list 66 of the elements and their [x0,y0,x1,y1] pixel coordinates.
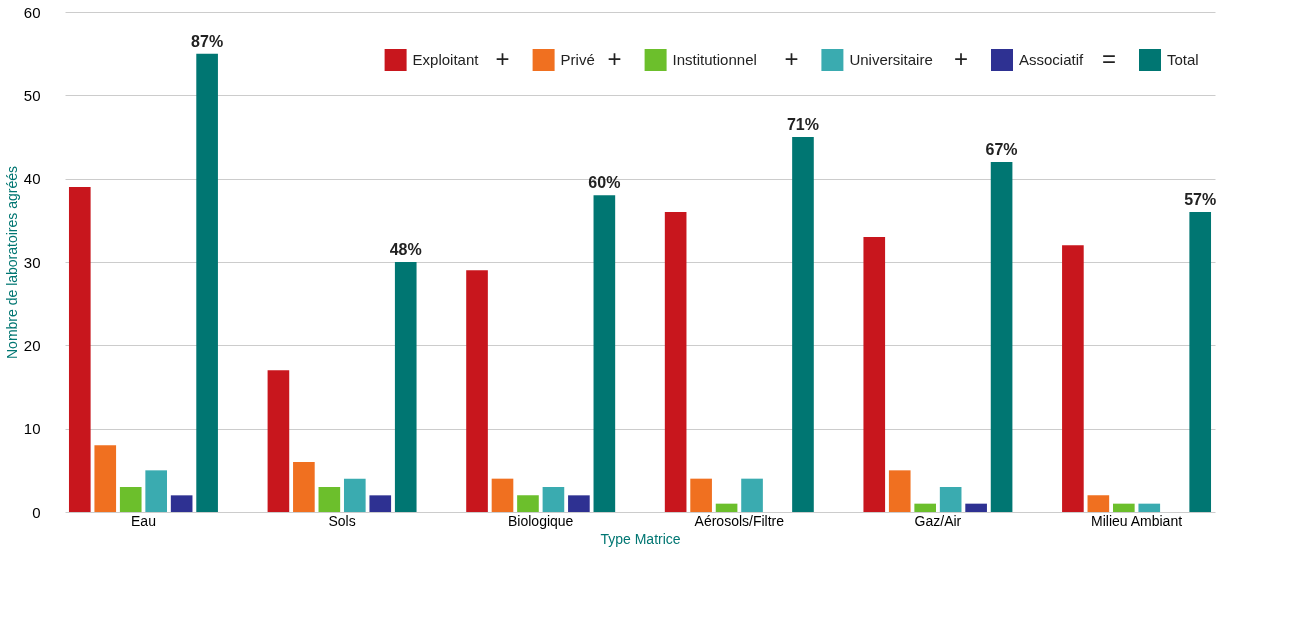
legend-label: Institutionnel [672,51,757,68]
bar [792,137,814,512]
legend-label: Associatif [1019,51,1085,68]
bar [196,53,218,512]
bar [568,495,590,512]
legend-label: Universitaire [849,51,933,68]
bar [939,487,962,512]
annotation: 87% [191,32,224,50]
bar [145,470,168,512]
annotation: 67% [985,141,1018,158]
annotation: + [495,45,510,72]
bar [888,470,911,512]
bar [466,270,488,512]
y-tick-label: 10 [23,420,41,438]
bar [664,212,687,512]
bar [1112,503,1135,512]
x-tick-label: Gaz/Air [914,512,962,529]
annotation: 71% [786,116,819,133]
bar [1087,495,1110,512]
bar [94,445,117,512]
bar [593,195,616,512]
bar [965,503,987,512]
legend-label: Total [1167,51,1199,68]
bar [119,487,142,512]
bar [1138,503,1161,512]
bar [990,162,1013,512]
bar [1189,212,1212,512]
legend-label: Exploitant [412,51,480,68]
annotation: 60% [588,174,621,192]
annotation: = [1101,45,1117,72]
annotation: + [953,45,969,72]
bar [394,262,417,512]
y-tick-label: 60 [23,3,41,21]
bar [267,370,290,512]
x-tick-label: Biologique [508,512,574,529]
y-tick-label: 50 [23,86,41,104]
y-tick-label: 40 [23,170,41,188]
y-tick-label: 30 [23,253,41,271]
bar [1062,245,1084,512]
y-tick-label: 0 [32,503,41,521]
bar [542,487,565,512]
annotation: + [607,45,622,72]
x-tick-label: Aérosols/Filtre [694,512,785,529]
bar [491,478,514,512]
y-tick-label: 20 [23,336,41,354]
bar [914,503,937,512]
y-axis-title: Nombre de laboratoires agréés [3,166,20,359]
bar [293,462,315,512]
bar [715,503,738,512]
bar [517,495,539,512]
bar [68,187,91,512]
bar [343,478,366,512]
x-tick-label: Eau [130,512,156,529]
x-axis-title: Type Matrice [600,530,681,547]
bar [690,478,712,512]
annotation: + [784,45,799,72]
legend-label: Privé [560,51,595,68]
x-tick-label: Milieu Ambiant [1091,512,1183,529]
bar [318,487,341,512]
bar [170,495,193,512]
bar [863,237,886,512]
bar [741,478,763,512]
annotation: 48% [389,241,422,258]
bar [369,495,392,512]
annotation: 57% [1184,191,1217,208]
x-tick-label: Sols [328,512,356,529]
